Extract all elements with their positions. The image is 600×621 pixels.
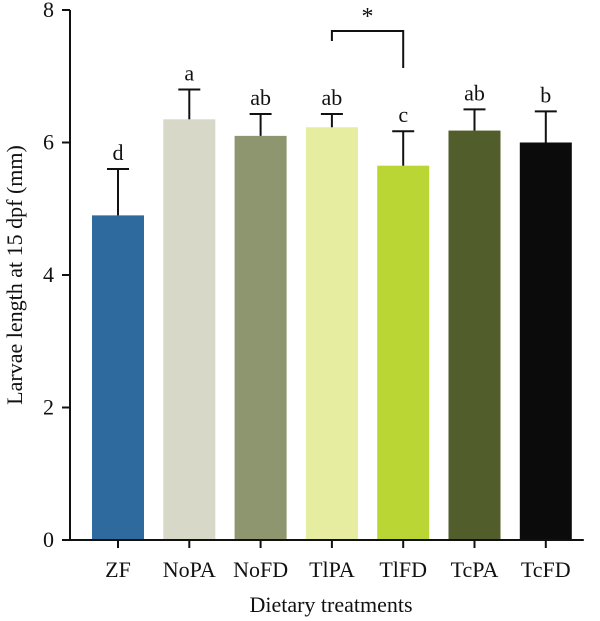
significance-letter-nofd: ab: [250, 85, 271, 110]
bar-zf: [92, 215, 144, 540]
bar-tcfd: [519, 142, 572, 540]
significance-letter-zf: d: [113, 140, 124, 165]
bar-nofd: [234, 135, 287, 540]
x-tick-label-tcpa: TcPA: [451, 557, 499, 582]
significance-letter-tcpa: ab: [464, 80, 485, 105]
significance-letter-tcfd: b: [540, 82, 551, 107]
x-tick-label-nofd: NoFD: [233, 557, 288, 582]
bar-tlfd: [377, 165, 430, 540]
comparison-significance-label: *: [362, 4, 374, 30]
x-tick-label-tlpa: TlPA: [309, 557, 355, 582]
bar-tcpa: [448, 130, 501, 540]
x-axis-title: Dietary treatments: [249, 592, 412, 617]
y-tick-label-2: 2: [43, 395, 54, 420]
x-tick-label-nopa: NoPA: [163, 557, 216, 582]
x-tick-label-tcfd: TcFD: [521, 557, 571, 582]
error-bars-group: [107, 88, 557, 216]
bar-nopa: [163, 119, 216, 540]
y-tick-label-8: 8: [43, 0, 54, 22]
significance-letter-tlpa: ab: [322, 85, 343, 110]
comparison-group: *: [330, 4, 405, 68]
x-tick-label-zf: ZF: [105, 557, 131, 582]
significance-letters-group: d a ab ab c ab b: [113, 61, 552, 166]
y-tick-label-4: 4: [43, 262, 54, 287]
bar-tlpa: [305, 127, 358, 540]
significance-letter-tlfd: c: [398, 102, 408, 127]
y-tick-label-0: 0: [43, 527, 54, 552]
significance-letter-nopa: a: [184, 61, 194, 86]
bars-group: [92, 119, 572, 540]
y-tick-label-6: 6: [43, 130, 54, 155]
y-axis-title: Larvae length at 15 dpf (mm): [2, 145, 27, 405]
x-tick-label-tlfd: TlFD: [379, 557, 427, 582]
axes-group: ZF NoPA NoFD TlPA TlFD TcPA TcFD 0 2 4 6 8: [43, 0, 584, 582]
comparison-bracket: [330, 30, 405, 68]
